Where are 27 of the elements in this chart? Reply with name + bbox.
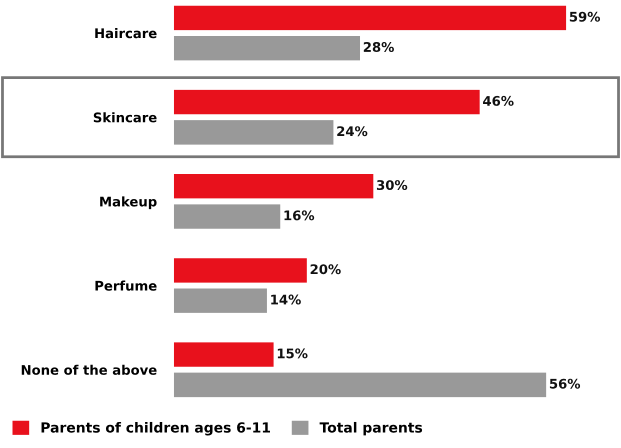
data-label: 56% [550,378,580,389]
data-label: 59% [570,12,600,22]
y-tick-label: Haircare [95,28,157,38]
data-label: 20% [310,264,341,274]
bar [174,90,480,114]
data-label: 15% [278,348,308,358]
legend-label: Parents of children ages 6-11 [42,422,270,436]
bar [174,288,267,313]
bar [174,36,360,60]
bar [174,342,274,367]
bar [174,120,334,145]
data-label: 28% [364,42,394,52]
y-tick-label: None of the above [22,364,157,375]
bar [174,204,280,229]
bar [174,372,546,398]
data-label: 46% [483,96,514,106]
y-tick-label: Skincare [94,112,157,122]
bar [174,258,307,283]
legend-label: Total parents [320,422,422,436]
data-label: 16% [284,210,314,220]
data-label: 14% [271,294,301,305]
data-label: 30% [376,180,408,190]
data-label: 24% [337,126,368,136]
bar [174,6,566,30]
y-tick-label: Makeup [100,196,157,210]
y-tick-label: Perfume [95,280,157,291]
bar [174,174,374,198]
